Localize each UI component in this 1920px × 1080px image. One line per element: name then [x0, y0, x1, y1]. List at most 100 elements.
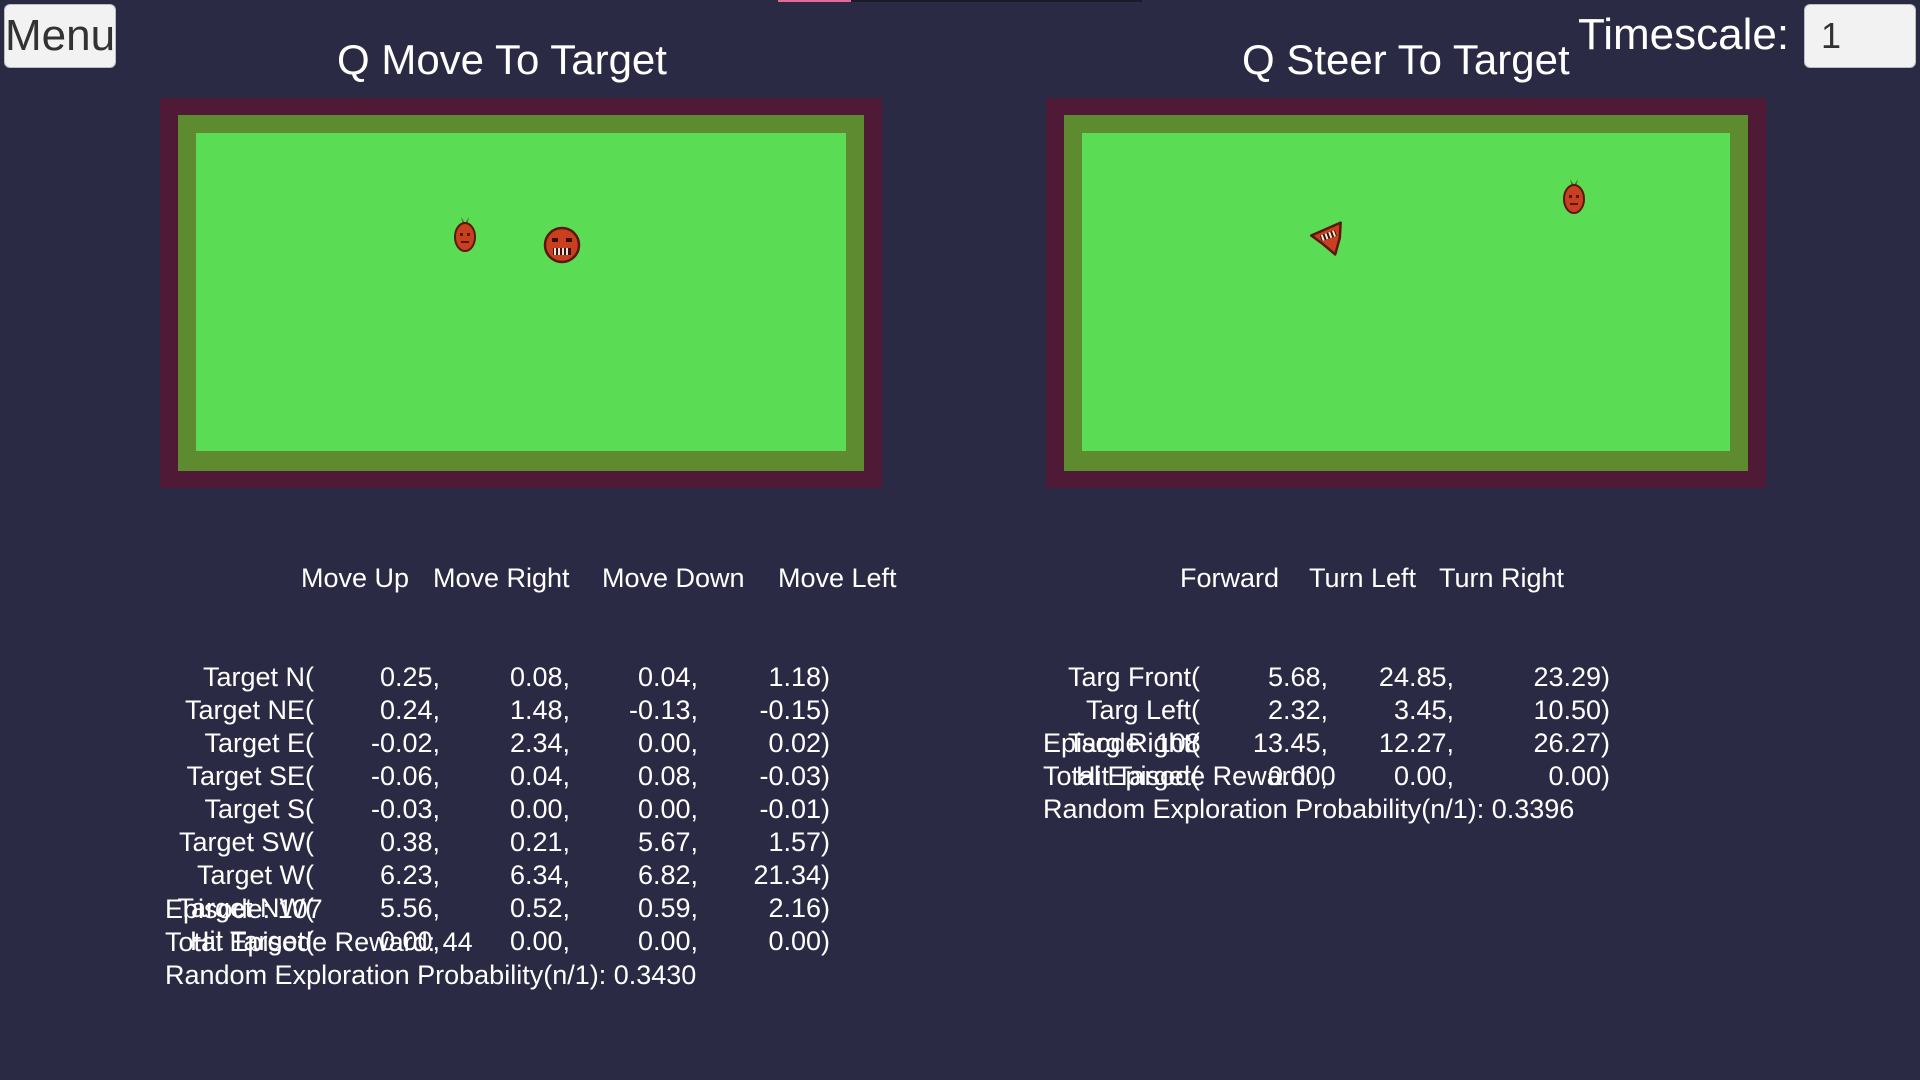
left-q-table: Move Up Move Right Move Down Move Left T… [177, 496, 897, 958]
q-value-cell: 0.02) [768, 728, 830, 758]
q-row: Hit Target( 0.00, 0.00, 0.00) [1060, 760, 1610, 793]
q-value-cell: 26.27) [1533, 728, 1610, 758]
q-value-cell: 13.45, [1252, 728, 1328, 758]
state-label: Hit Target( [189, 926, 314, 956]
total-episode-reward: Total Episode Reward: 44 [165, 927, 473, 957]
total-episode-reward: Total Episode Reward: 0 [1043, 761, 1336, 791]
steering-critter-icon [1310, 221, 1342, 256]
field-border [1064, 115, 1748, 471]
exploration-probability: Random Exploration Probability(n/1): 0.3… [1043, 794, 1575, 824]
progress-bar [778, 0, 1142, 2]
q-value-cell: 0.04, [509, 761, 570, 791]
q-value-cell: 23.29) [1533, 662, 1610, 692]
q-value-cell: 0.38, [379, 827, 440, 857]
q-value-cell: 2.32, [1267, 695, 1328, 725]
q-value-cell: 0.00, [637, 728, 698, 758]
action-header: Move Right [433, 563, 570, 593]
right-q-table: Forward Turn Left Turn Right Targ Front(… [1060, 496, 1610, 793]
menu-button[interactable]: Menu [4, 4, 116, 68]
q-value-cell: 6.82, [637, 860, 698, 890]
q-value-cell: 3.45, [1393, 695, 1454, 725]
right-q-header-row: Forward Turn Left Turn Right [1060, 562, 1564, 595]
q-value-cell: -0.03, [370, 794, 440, 824]
q-value-cell: -0.06, [370, 761, 440, 791]
q-value-cell: 0.59, [637, 893, 698, 923]
q-row: Target W( 6.23, 6.34, 6.82, 21.34) [180, 859, 830, 892]
state-label: Hit Target( [1075, 761, 1200, 791]
q-row: Target S(-0.03, 0.00, 0.00, -0.01) [180, 793, 830, 826]
timescale-label: Timescale: [1578, 10, 1790, 59]
q-value-cell: 0.21, [509, 827, 570, 857]
q-value-cell: 0.00, [509, 794, 570, 824]
q-row: Target E( -0.02, 2.34, 0.00, 0.02) [180, 727, 830, 760]
q-value-cell: -0.13, [628, 695, 698, 725]
state-label: Target N( [202, 662, 314, 692]
q-row: Target SW( 0.38, 0.21, 5.67, 1.57) [179, 826, 830, 859]
state-label: Target SE( [186, 761, 314, 791]
q-value-cell: 1.48, [509, 695, 570, 725]
episode-counter: Episode: 107 [165, 894, 323, 924]
q-row: Target NW( 5.56, 0.52, 0.59, 2.16) [177, 892, 830, 925]
q-value-cell: 0.00, [379, 926, 440, 956]
left-panel-title: Q Move To Target [337, 36, 667, 83]
q-value-cell: 24.85, [1378, 662, 1454, 692]
progress-fill [778, 0, 851, 2]
steer-to-target-field [1046, 98, 1766, 488]
q-value-cell: 2.16) [768, 893, 830, 923]
q-value-cell: 21.34) [753, 860, 830, 890]
q-value-cell: 0.25, [379, 662, 440, 692]
action-header: Turn Left [1309, 563, 1417, 593]
state-label: Targ Front( [1067, 662, 1200, 692]
state-label: Target W( [196, 860, 314, 890]
left-episode-stats: Episode: 107 Total Episode Reward: 44 Ra… [165, 893, 696, 992]
episode-counter: Episode: 108 [1043, 728, 1201, 758]
state-label: Target SW( [178, 827, 314, 857]
q-value-cell: 0.00) [1548, 761, 1610, 791]
q-value-cell: 12.27, [1378, 728, 1454, 758]
q-row: Targ Left( 2.32, 3.45, 10.50) [1060, 694, 1610, 727]
q-value-cell: 0.00, [637, 926, 698, 956]
q-value-cell: -0.15) [759, 695, 830, 725]
q-row: Hit Target(0.00, 0.00, 0.00, 0.00) [180, 925, 830, 958]
q-value-cell: 2.34, [509, 728, 570, 758]
action-header: Move Left [778, 563, 897, 593]
q-value-cell: 0.08, [637, 761, 698, 791]
q-value-cell: 6.23, [379, 860, 440, 890]
timescale-input[interactable] [1804, 4, 1916, 68]
exploration-probability: Random Exploration Probability(n/1): 0.3… [165, 960, 697, 990]
state-label: Target NE( [184, 695, 314, 725]
q-value-cell: 0.00, [1393, 761, 1454, 791]
q-row: Targ Right( 13.45, 12.27, 26.27) [1060, 727, 1610, 760]
q-value-cell: 6.34, [509, 860, 570, 890]
q-value-cell: 5.56, [379, 893, 440, 923]
q-value-cell: 0.00, [637, 794, 698, 824]
state-label: Target NW( [177, 893, 314, 923]
q-value-cell: 0.00) [768, 926, 830, 956]
q-value-cell: 0.24, [379, 695, 440, 725]
right-episode-stats: Episode: 108 Total Episode Reward: 0 Ran… [1043, 727, 1574, 826]
field-grass [1082, 133, 1730, 451]
q-value-cell: 0.04, [637, 662, 698, 692]
q-value-cell: 1.18) [768, 662, 830, 692]
move-to-target-field [160, 98, 882, 488]
q-value-cell: 1.57) [768, 827, 830, 857]
q-value-cell: 10.50) [1533, 695, 1610, 725]
q-value-cell: 5.67, [637, 827, 698, 857]
state-label: Targ Right( [1067, 728, 1200, 758]
carrot-icon [1563, 179, 1585, 214]
q-value-cell: 0.00, [1267, 761, 1328, 791]
state-label: Target S( [204, 794, 314, 824]
q-value-cell: 0.52, [509, 893, 570, 923]
state-label: Targ Left( [1085, 695, 1200, 725]
q-value-cell: -0.03) [759, 761, 830, 791]
action-header: Forward [1180, 563, 1280, 593]
q-row: Targ Front( 5.68, 24.85, 23.29) [1060, 661, 1610, 694]
q-value-cell: 5.68, [1267, 662, 1328, 692]
q-value-cell: 0.08, [509, 662, 570, 692]
state-label: Target E( [204, 728, 314, 758]
left-q-header-row: Move Up Move Right Move Down Move Left [180, 562, 897, 595]
action-header: Move Up [301, 563, 410, 593]
q-value-cell: -0.02, [370, 728, 440, 758]
right-panel-title: Q Steer To Target [1242, 36, 1570, 83]
